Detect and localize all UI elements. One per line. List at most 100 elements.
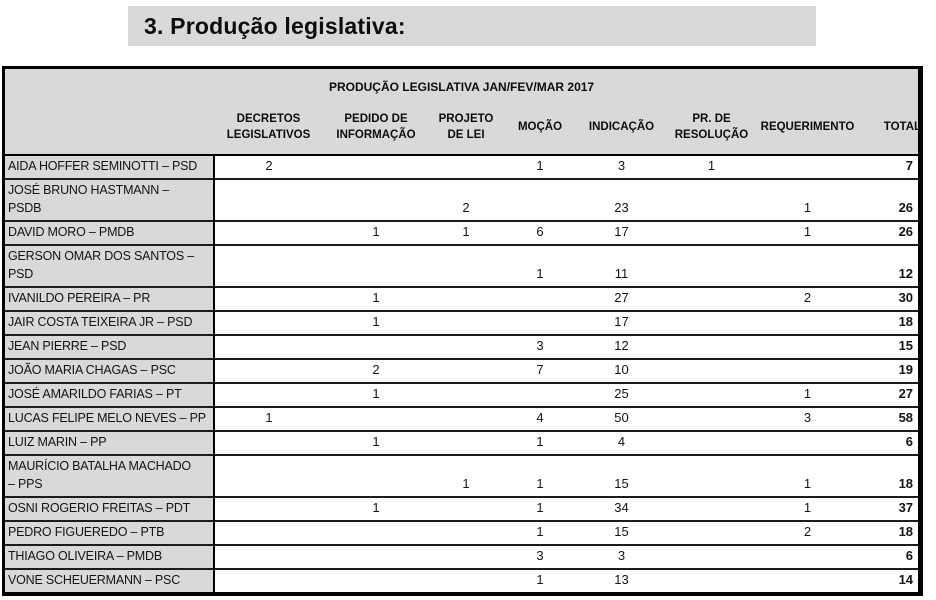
table-row: THIAGO OLIVEIRA – PMDB 3 3 6 [3,544,921,569]
value-cell [428,496,504,521]
member-name: PEDRO FIGUEREDO – PTB [3,520,215,545]
value-cell: 13 [576,568,667,594]
member-name: DAVID MORO – PMDB [3,220,215,245]
table-row: MAURÍCIO BATALHA MACHADO – PPS 1 1 15 1 18 [3,454,921,497]
legislative-production-table: PRODUÇÃO LEGISLATIVA JAN/FEV/MAR 2017 DE… [2,66,924,596]
value-cell: 4 [576,430,667,455]
value-cell: 1 [323,286,429,311]
value-cell: 1 [503,454,577,497]
column-header: DECRETOS LEGISLATIVOS [213,102,324,156]
total-value: 30 [858,286,921,311]
value-cell [213,178,324,221]
value-cell [213,382,324,407]
total-column-header-text: TOTAL [883,121,921,134]
table-row: OSNI ROGERIO FREITAS – PDT 1 1 34 1 37 [3,496,921,521]
value-cell [323,244,429,287]
value-cell: 6 [503,220,577,245]
value-cell [428,430,504,455]
value-cell: 1 [756,382,859,407]
value-cell [666,430,757,455]
value-cell [666,358,757,383]
value-cell [213,310,324,335]
table-row: JEAN PIERRE – PSD 3 12 15 [3,334,921,359]
value-cell: 15 [576,520,667,545]
value-cell [428,310,504,335]
value-cell: 27 [576,286,667,311]
value-cell [323,520,429,545]
value-cell [213,520,324,545]
total-value: 18 [858,310,921,335]
value-cell [756,358,859,383]
value-cell: 1 [756,220,859,245]
value-cell: 10 [576,358,667,383]
value-cell [323,178,429,221]
value-cell [756,568,859,594]
column-header-row: DECRETOS LEGISLATIVOS PEDIDO DE INFORMAÇÃ… [3,102,921,156]
table-row: LUIZ MARIN – PP 1 1 4 6 [3,430,921,455]
member-name: JOÃO MARIA CHAGAS – PSC [3,358,215,383]
total-value: 14 [858,568,921,594]
value-cell [213,430,324,455]
value-cell: 1 [503,496,577,521]
value-cell [324,155,429,179]
value-cell: 1 [503,244,577,287]
value-cell: 17 [576,220,667,245]
total-value: 15 [858,334,921,359]
value-cell [323,406,429,431]
value-cell [756,544,859,569]
member-name: MAURÍCIO BATALHA MACHADO – PPS [3,454,215,497]
value-cell [428,244,504,287]
total-value: 6 [858,544,921,569]
value-cell: 1 [503,430,577,455]
value-cell: 2 [323,358,429,383]
value-cell: 1 [756,178,859,221]
value-cell [666,334,757,359]
member-name: VONE SCHEUERMANN – PSC [3,568,215,594]
value-cell [666,520,757,545]
value-cell: 3 [576,544,667,569]
value-cell [503,310,577,335]
table-row: JOSÉ AMARILDO FARIAS – PT 1 25 1 27 [3,382,921,407]
value-cell: 7 [503,358,577,383]
table-row: VONE SCHEUERMANN – PSC 1 13 14 [3,568,921,594]
member-name: AIDA HOFFER SEMINOTTI – PSD [3,155,215,179]
table-row: IVANILDO PEREIRA – PR 1 27 2 30 [3,286,921,311]
value-cell [428,544,504,569]
table-row: GERSON OMAR DOS SANTOS – PSD 1 11 12 [3,244,921,287]
value-cell: 2 [428,178,504,221]
value-cell [428,382,504,407]
value-cell: 1 [323,382,429,407]
member-name: THIAGO OLIVEIRA – PMDB [3,544,215,569]
value-cell: 1 [503,568,577,594]
total-value: 58 [858,406,921,431]
value-cell [429,155,504,179]
value-cell [428,406,504,431]
value-cell [756,430,859,455]
value-cell: 1 [323,310,429,335]
total-value: 7 [905,158,914,173]
value-cell [503,382,577,407]
value-cell [323,454,429,497]
member-name: IVANILDO PEREIRA – PR [3,286,215,311]
total-value: 18 [858,454,921,497]
table-row: LUCAS FELIPE MELO NEVES – PP 1 4 50 3 58 [3,406,921,431]
value-cell [428,520,504,545]
column-header: PEDIDO DE INFORMAÇÃO [323,102,429,156]
table-row: DAVID MORO – PMDB 1 1 6 17 1 26 [3,220,921,245]
value-cell: 1 [213,406,324,431]
total-value: 26 [858,220,921,245]
value-cell [666,244,757,287]
value-cell: 1 [707,158,716,173]
value-cell [428,358,504,383]
value-cell: 2 [756,286,859,311]
value-cell: 3 [503,544,577,569]
value-cell: 1 [323,430,429,455]
value-cell [323,334,429,359]
column-header: INDICAÇÃO [576,102,667,156]
value-cell [756,334,859,359]
value-cell: 1 [536,158,544,173]
total-value: 37 [858,496,921,521]
value-cell [756,244,859,287]
table-title: PRODUÇÃO LEGISLATIVA JAN/FEV/MAR 2017 [3,67,921,102]
value-cell [756,310,859,335]
